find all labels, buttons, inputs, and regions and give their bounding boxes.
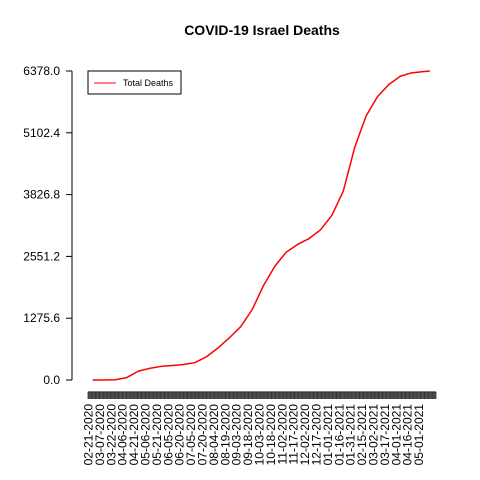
x-tick-label: 05-01-2021: [412, 404, 426, 466]
x-tick-label: 01-01-2021: [321, 404, 335, 466]
x-tick-label: 09-03-2020: [230, 404, 244, 466]
x-tick-label: 10-18-2020: [264, 404, 278, 466]
x-tick-label: 03-17-2021: [378, 404, 392, 466]
x-tick-label: 01-16-2021: [332, 404, 346, 466]
x-tick-label: 02-21-2020: [82, 404, 96, 466]
series-line-total-deaths: [92, 70, 431, 381]
chart-title: COVID-19 Israel Deaths: [184, 22, 340, 38]
y-axis: 0.0 1275.6 2551.2 3826.8 5102.4 6378.0: [23, 64, 73, 387]
y-tick-label: 3826.8: [23, 188, 60, 202]
x-tick-label: 12-17-2020: [310, 404, 324, 466]
x-tick-label: 11-02-2020: [275, 404, 289, 465]
x-tick-label: 08-19-2020: [218, 404, 232, 466]
x-tick-label: 11-17-2020: [287, 404, 301, 465]
x-tick-label: 05-21-2020: [150, 404, 164, 466]
y-tick-label: 0.0: [43, 373, 60, 387]
x-tick-label: 03-02-2021: [367, 404, 381, 466]
y-tick-label: 5102.4: [23, 126, 60, 140]
x-tick-label: 06-20-2020: [173, 404, 187, 466]
y-tick-label: 6378.0: [23, 64, 60, 78]
legend: Total Deaths: [87, 70, 182, 95]
x-tick-label: 04-21-2020: [127, 404, 141, 466]
y-tick-label: 1275.6: [23, 311, 60, 325]
x-tick-label: 04-16-2021: [401, 404, 415, 466]
x-tick-label: 04-06-2020: [116, 404, 130, 466]
x-tick-label: 01-31-2021: [344, 404, 358, 466]
x-tick-label: 10-03-2020: [253, 404, 267, 466]
x-tick-label: 02-15-2021: [355, 404, 369, 466]
x-tick-label: 06-05-2020: [161, 404, 175, 466]
x-tick-label: 05-06-2020: [139, 404, 153, 466]
legend-label-total-deaths: Total Deaths: [123, 78, 174, 88]
y-tick-label: 2551.2: [23, 249, 60, 263]
x-tick-label: 04-01-2021: [389, 404, 403, 466]
x-tick-label: 09-18-2020: [241, 404, 255, 466]
legend-box: [87, 70, 182, 95]
x-tick-label: 03-22-2020: [104, 404, 118, 466]
x-tick-label: 07-05-2020: [184, 404, 198, 466]
x-tick-label: 03-07-2020: [93, 404, 107, 466]
x-axis: 02-21-202003-07-202003-22-202004-06-2020…: [82, 391, 437, 466]
x-tick-label: 08-04-2020: [207, 404, 221, 466]
x-tick-label: 07-20-2020: [196, 404, 210, 466]
x-tick-label: 12-02-2020: [298, 404, 312, 466]
series-layer: [92, 70, 431, 381]
